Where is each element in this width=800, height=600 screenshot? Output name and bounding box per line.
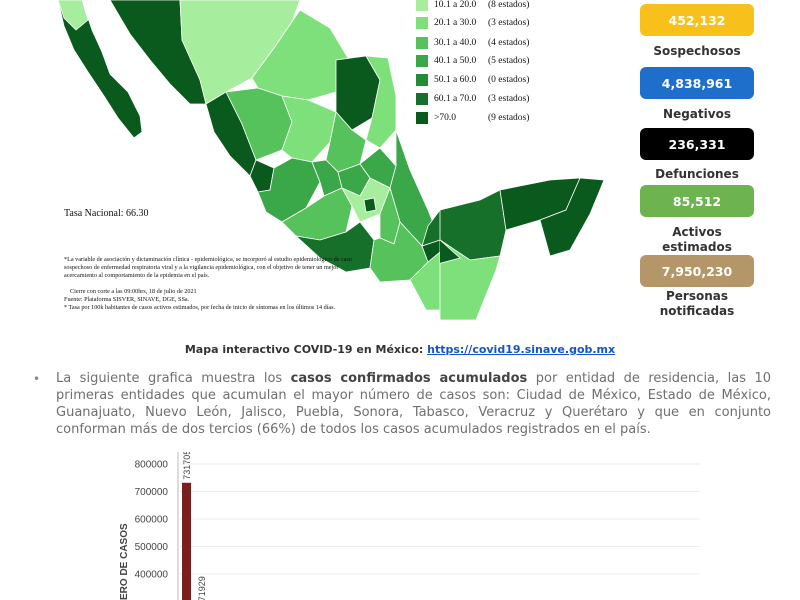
negativos-box: 4,838,961 — [640, 67, 754, 99]
y-tick-label: 800000 — [135, 460, 169, 471]
y-tick-label: 400000 — [135, 570, 169, 581]
legend-count: (5 estados) — [488, 56, 530, 66]
link-prefix: Mapa interactivo COVID-19 en México: — [184, 343, 428, 356]
legend-swatch — [416, 37, 428, 49]
legend-row: 60.1 a 70.0 (3 estados) — [416, 91, 558, 107]
legend-range: 50.1 a 60.0 — [434, 75, 477, 85]
sospechosos-box: 452,132 — [640, 4, 754, 36]
legend-count: (0 estados) — [488, 75, 530, 85]
cases-bar-chart: 400000 500000 600000 700000 800000 ERO DE CAS… — [119, 452, 700, 600]
chart-description: La siguiente grafica muestra los casos c… — [56, 370, 771, 438]
legend-count: (8 estados) — [488, 0, 530, 10]
map-region-baja-north — [57, 0, 89, 31]
notificadas-label: Personas notificadas — [659, 289, 735, 318]
legend-row: 50.1 a 60.0 (0 estados) — [416, 72, 558, 88]
legend-row: 40.1 a 50.0 (5 estados) — [416, 53, 558, 69]
activos-label: Activos estimados — [662, 225, 732, 254]
bar-value-label: 731705 — [182, 452, 192, 480]
legend-count: (3 estados) — [488, 94, 530, 104]
legend-range: 10.1 a 20.0 — [434, 0, 477, 10]
legend-range: >70.0 — [434, 113, 456, 123]
defunciones-label: Defunciones — [655, 167, 739, 181]
covid19-sinave-link[interactable]: https://covid19.sinave.gob.mx — [427, 343, 616, 356]
y-axis-label: ERO DE CASOS — [119, 523, 130, 600]
sospechosos-label: Sospechosos — [653, 44, 741, 58]
negativos-label: Negativos — [663, 107, 731, 121]
map-region-baja — [57, 0, 143, 139]
map-region-tabasco-east — [440, 239, 461, 264]
para-before: La siguiente grafica muestra los — [56, 371, 291, 386]
legend-swatch — [416, 93, 428, 105]
defunciones-box: 236,331 — [640, 128, 754, 160]
map-tasa-note: * Tasa por 100k habitantes de casos acti… — [64, 304, 336, 311]
tasa-nacional: Tasa Nacional: 66.30 — [64, 208, 149, 219]
legend-range: 60.1 a 70.0 — [434, 94, 477, 104]
notificadas-box: 7,950,230 — [640, 255, 754, 287]
y-tick-label: 600000 — [135, 515, 169, 526]
legend-range: 30.1 a 40.0 — [434, 38, 477, 48]
yucatan-peninsula — [440, 177, 605, 320]
bullet-marker: • — [33, 372, 41, 386]
map-region-chihuahua — [179, 0, 301, 105]
map-footnote: *La variable de asociación y dictaminaci… — [64, 256, 352, 279]
map-region-chiapas-east — [440, 239, 501, 320]
para-after: por entidad de residencia, las 10 primer… — [56, 371, 771, 437]
map-region-cdmx — [363, 197, 377, 213]
legend-swatch — [416, 17, 428, 29]
legend-swatch — [416, 112, 428, 124]
legend-row: 10.1 a 20.0 (8 estados) — [416, 0, 558, 13]
map-region-coahuila — [251, 9, 349, 101]
activos-box: 85,512 — [640, 185, 754, 217]
bar-value-label: 271929 — [197, 576, 207, 600]
map-region-quintana-roo — [539, 177, 605, 257]
map-fuente: Fuente: Plataforma SISVER, SINAVE, DGE, … — [64, 296, 190, 303]
legend-swatch — [416, 0, 428, 11]
legend-row: 30.1 a 40.0 (4 estados) — [416, 35, 558, 51]
legend-row: 20.1 a 30.0 (3 estados) — [416, 15, 558, 31]
y-tick-label: 500000 — [135, 542, 169, 553]
para-bold: casos confirmados acumulados — [290, 371, 528, 386]
map-cierre: Cierre con corte a las 09:00hrs, 18 de j… — [70, 288, 197, 295]
legend-count: (4 estados) — [488, 38, 530, 48]
bar — [182, 482, 191, 600]
legend-swatch — [416, 74, 428, 86]
mexico-map: Tasa Nacional: 66.30 — [57, 0, 440, 310]
legend-count: (9 estados) — [488, 113, 530, 123]
map-link-line: Mapa interactivo COVID-19 en México: htt… — [0, 343, 800, 356]
legend-swatch — [416, 55, 428, 67]
legend-count: (3 estados) — [488, 18, 530, 28]
legend-range: 20.1 a 30.0 — [434, 18, 477, 28]
legend-row: >70.0 (9 estados) — [416, 110, 558, 126]
map-region-campeche — [421, 209, 440, 247]
legend-range: 40.1 a 50.0 — [434, 56, 477, 66]
y-tick-label: 700000 — [135, 487, 169, 498]
